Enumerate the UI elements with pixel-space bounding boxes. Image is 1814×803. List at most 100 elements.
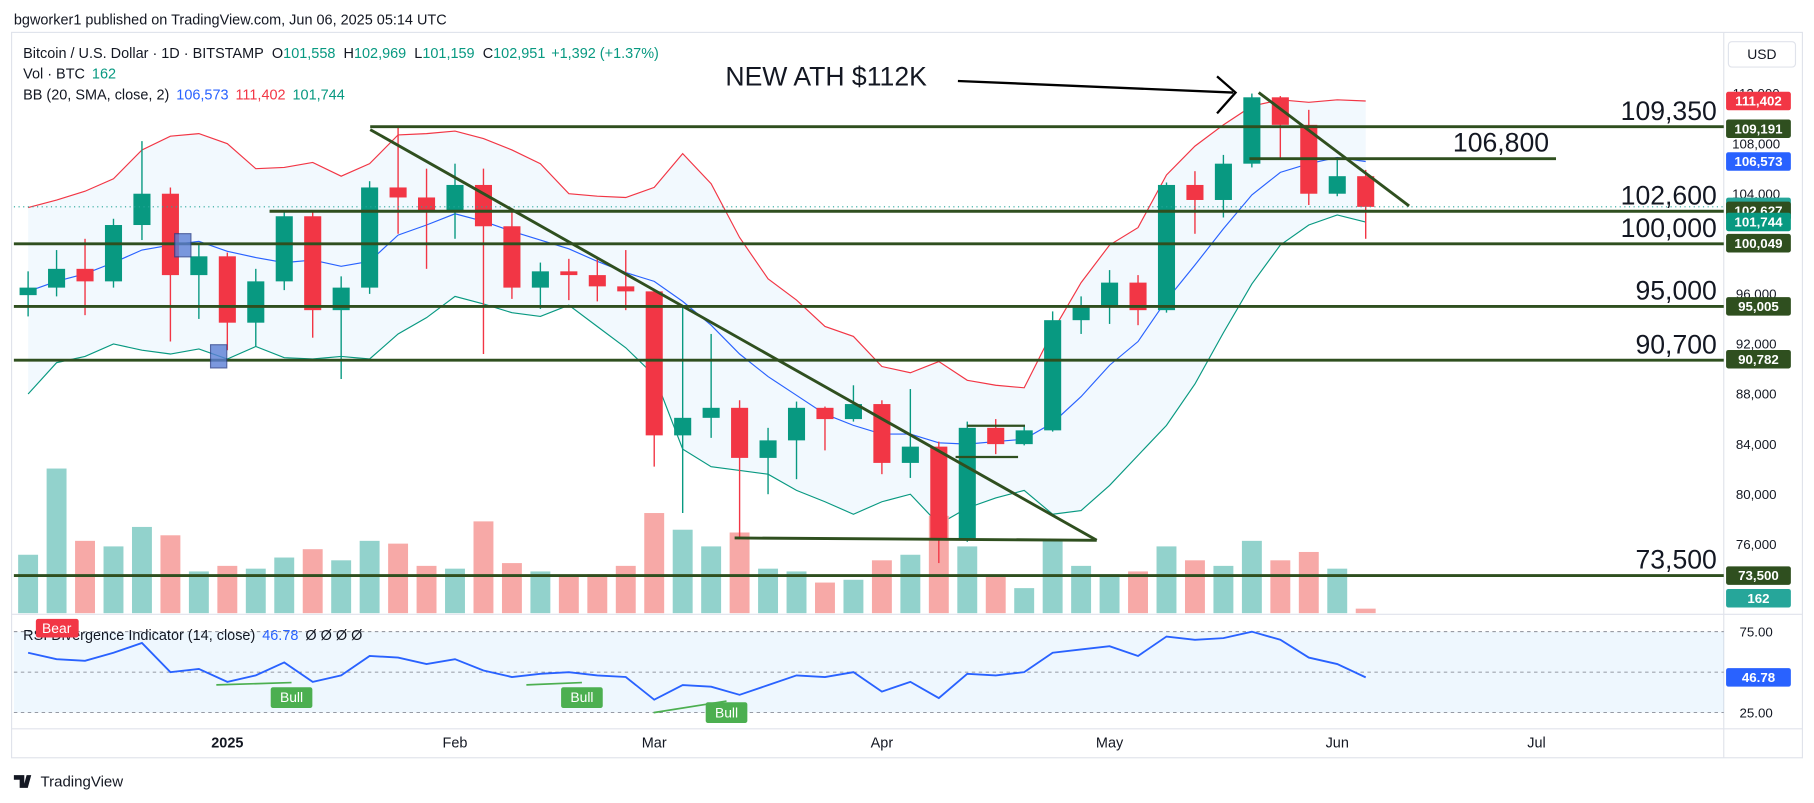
price-badge-box [1726, 349, 1791, 369]
bear-label-box [35, 618, 79, 638]
candle-body [418, 197, 436, 212]
brand-logo [13, 775, 32, 788]
volume-bar [815, 582, 835, 614]
chart-frame [10, 31, 1804, 759]
volume-bar [1270, 560, 1291, 614]
candle-body [674, 417, 692, 436]
published-note: bgworker1 published on TradingView.com, … [14, 12, 447, 28]
volume-bar [1184, 560, 1205, 614]
candle-body [873, 404, 891, 463]
candle-body [816, 407, 834, 420]
bull-label-box [561, 687, 603, 709]
volume-bar [1327, 568, 1348, 614]
rsi-tick-label: 75.00 [1740, 624, 1773, 639]
price-badge: 106,573 [1734, 154, 1782, 169]
volume-bar [302, 549, 323, 614]
volume-bar [672, 529, 693, 614]
currency-label: USD [1747, 46, 1776, 62]
candle-body [930, 446, 948, 541]
volume-bar [758, 568, 779, 614]
candle-body [1072, 306, 1090, 321]
volume-bar [615, 565, 636, 614]
x-tick-label: Jun [1326, 735, 1349, 751]
candle-body [1214, 163, 1232, 200]
price-badge: 95,005 [1738, 299, 1779, 314]
rsi-badge: 46.78 [1742, 670, 1775, 685]
level-label: 109,350 [1621, 96, 1717, 126]
candle-body [560, 271, 578, 276]
volume-bar [644, 513, 665, 614]
candle-body [987, 427, 1005, 445]
volume-bar [558, 576, 579, 614]
candle-body [104, 225, 123, 282]
volume-bar [416, 565, 437, 614]
price-badge: 90,782 [1738, 352, 1779, 367]
candle-body [133, 193, 151, 226]
candle-body [76, 268, 94, 282]
x-tick-label: 2025 [211, 735, 243, 751]
volume-bar [331, 560, 352, 614]
volume-title: Vol · BTC [23, 67, 85, 83]
candle-body [1328, 176, 1346, 194]
candle-body [787, 407, 806, 441]
volume-bar [131, 526, 152, 614]
candle-body [617, 286, 635, 292]
volume-bar [1298, 551, 1319, 614]
candle-body [901, 446, 919, 463]
x-tick-label: Mar [642, 735, 667, 751]
volume-bar [18, 554, 39, 614]
candle-body [1129, 282, 1147, 311]
rsi-extra: Ø Ø Ø Ø [305, 628, 362, 644]
drawings [369, 91, 1410, 542]
candle-body [759, 440, 777, 458]
volume-bar [445, 568, 465, 614]
price-badge: 73,500 [1738, 568, 1779, 583]
price-badge-box [1726, 91, 1791, 111]
bull-label: Bull [715, 704, 738, 720]
volume-bar [245, 568, 266, 614]
bull-label-box [705, 702, 748, 724]
currency-button[interactable] [1727, 41, 1797, 68]
candle-body [1101, 282, 1119, 307]
price-badge-box [1726, 212, 1791, 232]
trendline [1257, 91, 1410, 208]
rsi-badge-box [1726, 668, 1791, 687]
ath-arrow [957, 75, 1238, 115]
volume-badge-box [1726, 588, 1791, 608]
level-label: 90,700 [1635, 329, 1716, 359]
y-tick-label: 80,000 [1736, 487, 1777, 502]
candle-body [588, 275, 606, 287]
volume-bar [786, 571, 807, 614]
candle-body [19, 287, 37, 296]
price-badge-box [1726, 566, 1791, 585]
candle-body [503, 226, 521, 288]
candle-body [1271, 97, 1289, 125]
price-badge-box [1726, 233, 1791, 253]
candle-body [48, 268, 66, 288]
rsi-legend: RSI Divergence Indicator (14, close) 46.7… [23, 628, 362, 644]
volume-bar [957, 546, 978, 614]
brand: TradingView [13, 774, 123, 791]
bear-label: Bear [42, 620, 72, 636]
ohlc-value: 101,558 [283, 46, 335, 62]
bb-value: 111,402 [235, 87, 285, 103]
level-label: 95,000 [1635, 275, 1716, 305]
volume-bar [985, 576, 1006, 614]
brand-name: TradingView [40, 774, 123, 791]
candle-body [1186, 184, 1204, 200]
candle-body [1157, 184, 1176, 311]
ohlc-key: L [414, 46, 422, 62]
candle-body [1044, 320, 1062, 431]
volume-bar [587, 574, 608, 614]
volume-value: 162 [92, 67, 116, 83]
price-badge: 100,049 [1734, 236, 1782, 251]
candle-body [332, 287, 350, 311]
price-badge-box [1726, 119, 1791, 138]
volume-bar [1014, 588, 1035, 614]
bb-legend: BB (20, SMA, close, 2) 106,573 111,402 101,… [23, 87, 345, 103]
support-line [734, 536, 1097, 542]
volume-bar [843, 579, 864, 614]
ohlc-key: C [483, 46, 493, 62]
